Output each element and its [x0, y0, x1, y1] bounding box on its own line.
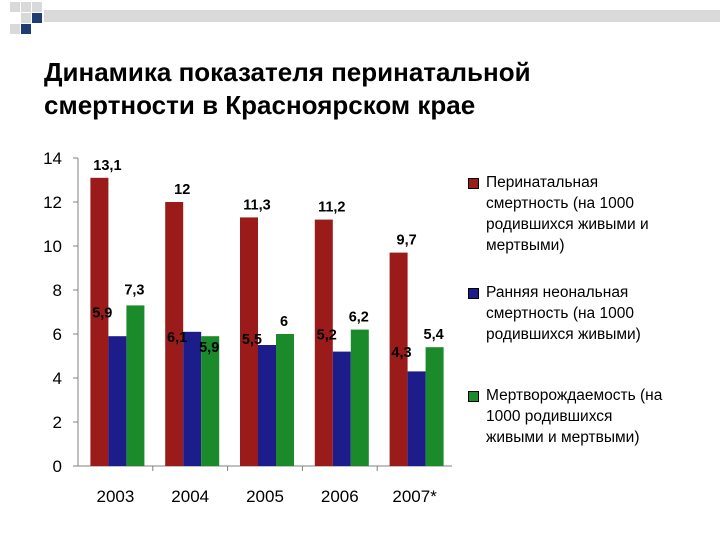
legend-text-line: родившихся живыми и [486, 216, 649, 233]
deco-square [21, 24, 31, 34]
x-tick-label: 2007* [392, 487, 437, 506]
y-tick-label: 14 [43, 149, 62, 168]
deco-square [10, 24, 20, 34]
bar-series-1-2003 [90, 177, 109, 467]
bar-series-2-2003 [108, 336, 127, 466]
title-line-2: смертности в Красноярском крае [44, 90, 476, 120]
bar-series-2-2005 [258, 345, 276, 466]
legend-swatch [468, 391, 479, 402]
data-label: 12 [174, 182, 190, 198]
data-label: 11,3 [243, 197, 270, 213]
legend-text-line: Ранняя неональная [486, 284, 629, 301]
bar-series-2-2006 [332, 351, 351, 466]
y-tick-label: 4 [53, 369, 62, 388]
data-label: 5,9 [92, 305, 112, 321]
x-tick-label: 2003 [96, 487, 134, 506]
y-tick-label: 10 [43, 237, 62, 256]
legend-text-line: смертность (на 1000 [486, 195, 634, 212]
bar-series-3-2006 [350, 329, 369, 466]
legend-swatch [468, 178, 479, 189]
data-label: 5,9 [199, 340, 219, 356]
y-tick-label: 8 [53, 281, 62, 300]
data-label: 9,7 [397, 233, 417, 249]
bar-series-2-2004 [183, 331, 202, 466]
data-label: 5,4 [424, 327, 444, 343]
bar-series-3-2003 [126, 305, 145, 466]
bar-series-3-2005 [276, 334, 294, 466]
y-tick-label: 0 [53, 457, 62, 476]
deco-square [32, 2, 42, 12]
x-tick-label: 2005 [246, 487, 284, 506]
legend-text-line: родившихся живыми) [486, 326, 641, 343]
data-label: 7,3 [124, 282, 144, 298]
data-label: 4,3 [391, 345, 411, 361]
deco-square [10, 2, 20, 12]
bar-series-2-2007* [407, 371, 426, 466]
legend-text-line: мертвыми) [486, 237, 565, 254]
deco-square [32, 13, 42, 23]
slide-title: Динамика показателя перинатальной смертн… [44, 56, 684, 122]
data-label: 6 [280, 314, 288, 330]
legend-text-line: Мертворождаемость (на [486, 387, 663, 404]
x-tick-label: 2006 [321, 487, 359, 506]
data-label: 6,1 [167, 330, 187, 346]
y-tick-label: 6 [53, 325, 62, 344]
deco-band [44, 10, 720, 22]
data-label: 5,5 [242, 332, 262, 348]
bar-chart: 0 2 4 6 8 10 12 14 2003 13,1 5,9 7,3 2004 12 6,1 5,9 200… [43, 149, 452, 506]
bar-series-1-2005 [240, 217, 258, 466]
legend-text-line: смертность (на 1000 [486, 305, 634, 322]
deco-square [21, 13, 31, 23]
bar-series-3-2007* [425, 347, 444, 466]
legend-swatch [468, 288, 479, 299]
legend-text-line: 1000 родившихся [486, 408, 613, 425]
legend-item-3: Мертворождаемость (на 1000 родившихся живы… [468, 385, 662, 448]
bar-series-3-2004 [201, 336, 220, 466]
title-line-1: Динамика показателя перинатальной [44, 57, 531, 87]
legend-item-2: Ранняя неональная смертность (на 1000 роди… [468, 282, 641, 345]
bar-series-1-2004 [165, 202, 184, 466]
x-tick-label: 2004 [171, 487, 209, 506]
data-label: 13,1 [93, 158, 121, 174]
legend-text-line: Перинатальная [486, 174, 599, 191]
deco-square [21, 2, 31, 12]
legend-text-line: живыми и мертвыми) [486, 429, 640, 446]
data-label: 5,2 [317, 328, 337, 344]
slide-decoration [10, 2, 720, 34]
bar-series-1-2006 [314, 219, 333, 466]
y-tick-label: 2 [53, 413, 62, 432]
data-label: 6,2 [349, 310, 369, 326]
y-tick-label: 12 [43, 193, 62, 212]
legend-item-1: Перинатальная смертность (на 1000 родивших… [468, 172, 649, 256]
data-label: 11,2 [318, 200, 345, 216]
bar-series-1-2007* [389, 252, 408, 466]
